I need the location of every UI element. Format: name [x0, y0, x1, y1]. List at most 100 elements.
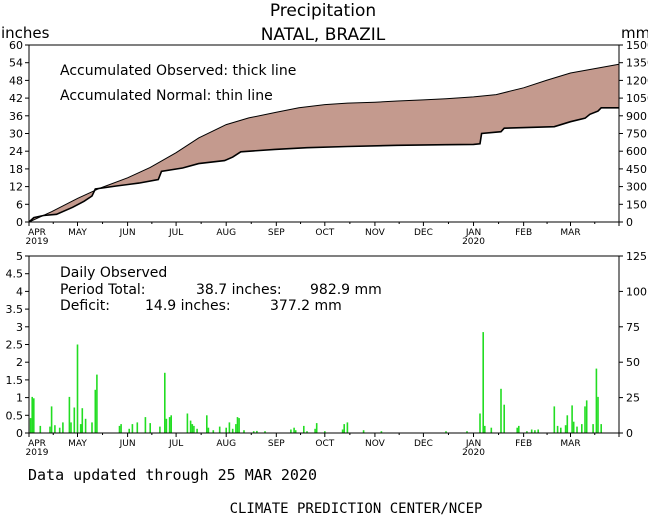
- bottom-month-label: JAN: [465, 439, 481, 449]
- daily-bar: [149, 423, 151, 433]
- daily-bar: [290, 429, 292, 433]
- top-ytick-label-left: 48: [9, 74, 23, 87]
- daily-bar: [168, 417, 171, 433]
- deficit-inches: 14.9 inches:: [145, 298, 231, 314]
- top-ytick-label-left: 12: [9, 181, 23, 194]
- top-ytick-label-right: 1350: [626, 57, 648, 70]
- top-month-label: FEB: [515, 228, 532, 238]
- daily-bar: [362, 430, 365, 433]
- daily-bar: [206, 415, 208, 433]
- daily-bar: [592, 424, 594, 433]
- top-ytick-label-left: 54: [9, 57, 23, 70]
- daily-bar: [518, 425, 520, 433]
- top-ytick-label-right: 300: [626, 181, 647, 194]
- daily-bar: [490, 427, 493, 433]
- top-month-label: APR: [28, 228, 46, 238]
- bottom-ytick-label-left: 4: [16, 285, 23, 298]
- daily-bar: [243, 430, 245, 433]
- daily-bar: [484, 425, 486, 433]
- daily-bar: [572, 421, 575, 433]
- daily-bar: [94, 389, 97, 433]
- daily-bar: [39, 425, 42, 433]
- bottom-month-label: APR: [28, 439, 46, 449]
- deficit-label: Deficit:: [60, 298, 110, 314]
- daily-bar: [196, 428, 198, 433]
- daily-bar: [294, 430, 297, 433]
- daily-bar: [306, 431, 308, 433]
- daily-bar: [479, 413, 481, 433]
- daily-bar: [235, 424, 237, 433]
- bottom-ytick-label-left: 0: [16, 427, 23, 440]
- daily-bar: [595, 368, 598, 433]
- daily-bar: [76, 344, 79, 433]
- daily-bar: [79, 424, 82, 433]
- credit-line: CLIMATE PREDICTION CENTER/NCEP: [230, 501, 483, 517]
- daily-bar: [236, 417, 239, 433]
- daily-bar: [571, 405, 573, 433]
- bottom-ytick-label-left: 0.5: [6, 409, 24, 422]
- top-ytick-label-left: 42: [9, 92, 23, 105]
- daily-bar: [231, 428, 234, 433]
- bottom-month-label: MAR: [560, 439, 580, 449]
- legend-observed: Accumulated Observed: thick line: [60, 63, 296, 79]
- daily-bar: [600, 424, 602, 433]
- bottom-ytick-label-right: 0: [626, 427, 633, 440]
- daily-bar: [315, 423, 318, 433]
- series-normal-line: [28, 63, 620, 223]
- daily-bar: [58, 427, 61, 433]
- top-ytick-label-right: 1200: [626, 74, 648, 87]
- period-total-mm: 982.9 mm: [310, 282, 382, 298]
- daily-bar: [136, 422, 139, 433]
- daily-bar: [68, 396, 71, 433]
- bottom-ytick-label-right: 125: [626, 250, 647, 263]
- bottom-ytick-label-right: 100: [626, 285, 647, 298]
- top-month-label: MAY: [68, 228, 87, 238]
- bottom-month-label: JUN: [119, 439, 136, 449]
- daily-bar: [191, 424, 194, 433]
- bottom-month-label: FEB: [515, 439, 532, 449]
- top-ytick-label-right: 1500: [626, 39, 648, 52]
- daily-bar: [186, 413, 189, 433]
- daily-bar: [584, 406, 586, 433]
- top-month-label: OCT: [315, 228, 334, 238]
- daily-bar: [526, 431, 528, 433]
- daily-bar: [343, 424, 345, 433]
- daily-bar: [84, 418, 87, 433]
- bottom-ytick-label-left: 1: [16, 392, 23, 405]
- top-year-label: 2019: [26, 237, 49, 247]
- bottom-ytick-label-left: 1.5: [6, 374, 24, 387]
- top-month-label: AUG: [216, 228, 236, 238]
- period-total-inches: 38.7 inches:: [196, 282, 282, 298]
- deficit-fill: [29, 64, 619, 222]
- daily-bar: [516, 427, 518, 433]
- bottom-ytick-label-right: 75: [626, 321, 640, 334]
- daily-bar: [445, 431, 447, 433]
- bottom-ytick-label-left: 5: [16, 250, 23, 263]
- daily-bar: [238, 418, 240, 433]
- top-year-label: 2020: [462, 237, 485, 247]
- top-ytick-label-right: 900: [626, 110, 647, 123]
- top-month-label: MAR: [560, 228, 580, 238]
- daily-bar: [189, 420, 192, 433]
- daily-bar: [207, 427, 210, 433]
- daily-bar: [225, 427, 227, 433]
- bottom-month-label: NOV: [365, 439, 386, 449]
- top-month-label: NOV: [365, 228, 386, 238]
- daily-bar: [81, 408, 84, 433]
- daily-bar: [29, 418, 32, 433]
- daily-bar: [534, 430, 536, 433]
- daily-bar: [252, 431, 255, 433]
- daily-bar: [500, 388, 502, 434]
- top-ytick-label-left: 6: [16, 198, 23, 211]
- bottom-year-label: 2019: [26, 448, 49, 458]
- top-ytick-label-right: 1050: [626, 92, 648, 105]
- daily-bar: [131, 424, 134, 433]
- daily-bar: [96, 374, 98, 433]
- top-month-label: DEC: [414, 228, 433, 238]
- unit-left-label: inches: [1, 24, 50, 42]
- daily-bar: [228, 422, 231, 433]
- bottom-month-label: SEP: [268, 439, 285, 449]
- daily-bar: [62, 422, 64, 433]
- daily-bar: [164, 372, 166, 433]
- daily-bar: [581, 424, 583, 433]
